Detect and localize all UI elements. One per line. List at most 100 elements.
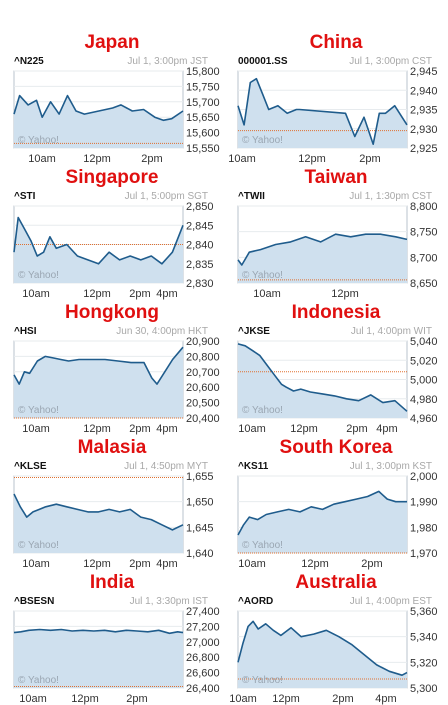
y-tick-label: 5,360 [410, 606, 438, 618]
x-tick-label: 10am [238, 558, 266, 570]
y-tick-label: 26,800 [186, 652, 220, 664]
timestamp: Jul 1, 3:00pm KST [349, 461, 432, 472]
y-tick-label: 15,700 [186, 97, 220, 109]
x-tick-label: 12pm [290, 423, 318, 435]
x-tick-label: 10am [19, 693, 47, 705]
watermark: © Yahoo! [242, 540, 283, 551]
x-tick-label: 10am [22, 288, 50, 300]
chart-panel-japan: Japan ^N225 Jul 1, 3:00pm JST © Yahoo! 15,80… [0, 30, 224, 165]
country-title: Australia [295, 572, 377, 593]
y-tick-label: 20,800 [186, 351, 220, 363]
y-tick-label: 5,000 [410, 375, 438, 387]
y-tick-label: 26,600 [186, 668, 220, 680]
y-tick-label: 2,925 [410, 143, 438, 155]
x-tick-label: 2pm [129, 558, 150, 570]
x-tick-label: 12pm [298, 153, 326, 165]
series-line [13, 216, 184, 265]
series-area [14, 347, 183, 418]
y-tick-label: 4,980 [410, 394, 438, 406]
y-tick-label: 2,000 [410, 471, 438, 483]
x-tick-label: 10am [238, 423, 266, 435]
y-tick-label: 1,990 [410, 497, 438, 509]
chart-panel-india: India ^BSESN Jul 1, 3:30pm IST © Yahoo! 27,4… [0, 570, 224, 705]
chart-panel-malasia: Malasia ^KLSE Jul 1, 4:50pm MYT © Yahoo! 1,6… [0, 435, 224, 570]
country-title: Singapore [65, 167, 159, 188]
ticker-symbol: ^HSI [14, 326, 37, 337]
chart-panel-australia: Australia ^AORD Jul 1, 4:00pm EST © Yahoo! 5… [224, 570, 448, 705]
series-area [14, 494, 183, 553]
series-line [237, 77, 408, 145]
chart-panel-hongkong: Hongkong ^HSI Jun 30, 4:00pm HKT © Yahoo! 20… [0, 300, 224, 435]
country-title: Hongkong [65, 302, 159, 323]
series-line [13, 94, 184, 122]
country-title: Malasia [77, 437, 147, 458]
y-tick-label: 5,300 [410, 683, 438, 695]
series-line [237, 343, 408, 412]
x-tick-label: 10am [229, 693, 257, 705]
x-tick-label: 12pm [83, 288, 111, 300]
chart-svg: © Yahoo! 2,000 1,990 1,980 1,970 10am 12pm 2pm [237, 471, 438, 570]
country-title: Indonesia [291, 302, 381, 323]
watermark: © Yahoo! [18, 540, 59, 551]
x-tick-label: 12pm [272, 693, 300, 705]
x-tick-label: 4pm [375, 693, 396, 705]
y-tick-label: 1,640 [186, 548, 214, 560]
watermark: © Yahoo! [242, 405, 283, 416]
country-title: China [309, 32, 363, 53]
y-tick-label: 15,750 [186, 81, 220, 93]
x-tick-label: 2pm [346, 423, 367, 435]
x-tick-label: 2pm [126, 693, 147, 705]
y-tick-label: 15,650 [186, 112, 220, 124]
y-tick-label: 2,930 [410, 124, 438, 136]
series-area [14, 629, 183, 688]
country-title: Taiwan [304, 167, 368, 188]
chart-panel-south-korea: South Korea ^KS11 Jul 1, 3:00pm KST © Yahoo… [224, 435, 448, 570]
x-tick-label: 12pm [83, 423, 111, 435]
y-tick-label: 27,000 [186, 637, 220, 649]
x-tick-label: 10am [28, 153, 56, 165]
ticker-symbol: ^KLSE [14, 461, 47, 472]
chart-svg: © Yahoo! 20,900 20,800 20,700 20,600 20,500 20… [13, 336, 220, 435]
series-area [238, 343, 407, 418]
y-tick-label: 2,835 [186, 259, 214, 271]
series-line [13, 493, 184, 531]
x-tick-label: 2pm [359, 153, 380, 165]
x-tick-label: 4pm [156, 423, 177, 435]
chart-svg: © Yahoo! 1,655 1,650 1,645 1,640 10am 12pm 2pm 4… [13, 471, 214, 570]
series-area [14, 95, 183, 148]
chart-panel-china: China 000001.SS Jul 1, 3:00pm CST © Yahoo! 2… [224, 30, 448, 165]
y-tick-label: 8,700 [410, 252, 438, 264]
x-tick-label: 4pm [156, 558, 177, 570]
watermark: © Yahoo! [18, 675, 59, 686]
x-tick-label: 2pm [361, 558, 382, 570]
timestamp: Jul 1, 1:30pm CST [349, 191, 432, 202]
y-tick-label: 2,935 [410, 105, 438, 117]
x-tick-label: 4pm [376, 423, 397, 435]
y-tick-label: 1,655 [186, 471, 214, 483]
y-tick-label: 2,850 [186, 201, 214, 213]
y-tick-label: 20,900 [186, 336, 220, 348]
timestamp: Jul 1, 5:00pm SGT [124, 191, 208, 202]
ticker-symbol: ^STI [14, 191, 36, 202]
y-tick-label: 1,645 [186, 522, 214, 534]
x-tick-label: 10am [253, 288, 281, 300]
timestamp: Jul 1, 4:00pm EST [349, 596, 432, 607]
x-tick-label: 2pm [141, 153, 162, 165]
chart-svg: © Yahoo! 27,400 27,200 27,000 26,800 26,600 26… [13, 606, 220, 705]
series-line [237, 233, 408, 266]
x-tick-label: 2pm [129, 288, 150, 300]
x-tick-label: 12pm [83, 558, 111, 570]
series-line [237, 620, 408, 676]
watermark: © Yahoo! [242, 135, 283, 146]
y-tick-label: 26,400 [186, 683, 220, 695]
y-tick-label: 20,700 [186, 367, 220, 379]
x-tick-label: 12pm [301, 558, 329, 570]
y-tick-label: 2,840 [186, 240, 214, 252]
y-tick-label: 1,650 [186, 497, 214, 509]
ticker-symbol: ^KS11 [238, 461, 269, 472]
x-tick-label: 12pm [83, 153, 111, 165]
y-tick-label: 8,800 [410, 201, 438, 213]
y-tick-label: 2,830 [186, 278, 214, 290]
y-tick-label: 5,040 [410, 336, 438, 348]
y-tick-label: 20,400 [186, 413, 220, 425]
